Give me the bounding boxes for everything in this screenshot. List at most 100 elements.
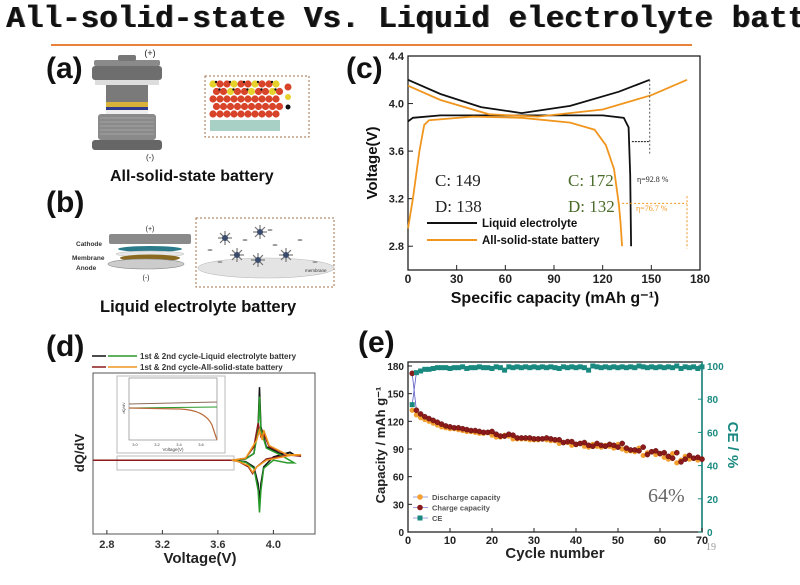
particle [275, 87, 284, 96]
discharge-point [409, 407, 415, 413]
particle [240, 102, 249, 111]
solid-discharge-capacity: D: 132 [568, 197, 615, 216]
series-line-2 [407, 78, 688, 118]
panel-label-d: (d) [46, 330, 85, 363]
x-tick-label: 60 [499, 272, 513, 286]
particle [219, 87, 228, 96]
ce-point [665, 364, 671, 370]
ce-point [418, 368, 424, 374]
cathode-layer [106, 102, 148, 107]
charge-point [636, 448, 642, 454]
positive-terminal-label-b: (+) [146, 226, 155, 233]
ce-point [577, 364, 583, 370]
ce-point [657, 364, 663, 370]
membrane-inset-label: membrane [305, 268, 327, 273]
panel-label-e: (e) [358, 326, 395, 359]
particle [258, 110, 266, 118]
ce-point [678, 365, 684, 371]
x-tick-label: 2.8 [99, 539, 114, 551]
ce-point [548, 364, 554, 370]
particle [226, 102, 235, 111]
ce-point [556, 365, 562, 371]
anion [272, 244, 278, 246]
x-axis-label: Cycle number [505, 545, 604, 562]
ce-point [607, 365, 613, 371]
particle [272, 95, 280, 103]
legend-label-solid: 1st & 2nd cycle-All-solid-state battery [140, 363, 283, 372]
charge-point [661, 449, 668, 456]
particle [219, 102, 228, 111]
particle [223, 80, 231, 88]
particle [237, 110, 245, 118]
particle [233, 87, 242, 96]
eta-solid-label: η=76.7 % [636, 204, 668, 213]
ce-point [451, 365, 457, 371]
ce-point [485, 365, 491, 371]
ce-point [493, 364, 499, 370]
ce-point [527, 365, 533, 371]
discharge-point [661, 454, 667, 460]
particle [272, 80, 280, 88]
y-tick-label: 90 [393, 445, 405, 456]
ce-point [535, 365, 541, 371]
ce-point [686, 365, 692, 371]
legend-label-liquid: Liquid electrolyte [482, 218, 577, 230]
charge-point [640, 444, 647, 450]
ce-point [523, 364, 529, 370]
ce-point [619, 364, 625, 370]
ce-point [502, 367, 508, 373]
ce-point [615, 365, 621, 371]
particle [265, 110, 273, 118]
x-tick-label: 90 [547, 272, 561, 286]
particle [268, 87, 277, 96]
y2-tick-label: 60 [707, 428, 719, 439]
y-axis-label: Voltage(V) [364, 126, 381, 199]
y-tick-label: 150 [387, 390, 404, 401]
ce-point [653, 365, 659, 371]
inset-x-tick-label: 3.4 [176, 442, 182, 447]
y-tick-label: 4.4 [389, 51, 405, 63]
ce-point [544, 365, 550, 371]
x-axis-label: Voltage(V) [163, 550, 236, 567]
ce-point [674, 363, 680, 369]
plot-frame [92, 372, 316, 535]
ce-point [430, 365, 436, 371]
panel-label-b: (b) [46, 186, 85, 219]
chart-e-cycling: 0 10 20 30 40 50 60 700306090120150180020406080… [373, 361, 741, 562]
charge-point [590, 443, 596, 450]
liquid-cell-illustration: (+) (-) Cathode Membrane Anode membrane [72, 217, 335, 288]
x-tick-label: 3.6 [210, 539, 225, 551]
caption-liquid-electrolyte: Liquid electrolyte battery [100, 298, 297, 316]
particle [244, 80, 252, 88]
ce-point [661, 365, 667, 371]
ce-point [447, 365, 453, 371]
electrolyte-layer [106, 107, 148, 110]
ce-point [518, 365, 524, 371]
composite-cathode-particles [209, 80, 284, 118]
particle [244, 95, 252, 103]
ce-point [695, 365, 701, 371]
charge-point [619, 440, 626, 447]
lithium-ion [222, 235, 228, 241]
particle [216, 80, 224, 88]
y2-tick-label: 40 [707, 462, 719, 473]
ce-point [514, 364, 520, 370]
ce-point [472, 365, 478, 371]
particle [223, 95, 231, 103]
eta-liquid-label: η=92.8 % [637, 175, 669, 184]
legend-marker [417, 494, 423, 500]
particle [251, 95, 259, 103]
charge-point [489, 428, 495, 435]
ce-point [468, 365, 474, 371]
inset-x-tick-label: 3.6 [198, 442, 204, 447]
caption-all-solid-state: All-solid-state battery [110, 168, 274, 185]
particle [212, 87, 221, 96]
x-tick-label: 150 [641, 272, 661, 286]
carbon-particle [246, 88, 249, 91]
ce-point [632, 365, 638, 371]
membrane-label: Membrane [72, 255, 105, 262]
solid-state-cell-illustration: (+) (-) [92, 48, 310, 162]
carbon-particle [228, 80, 232, 84]
charge-point [682, 456, 689, 462]
